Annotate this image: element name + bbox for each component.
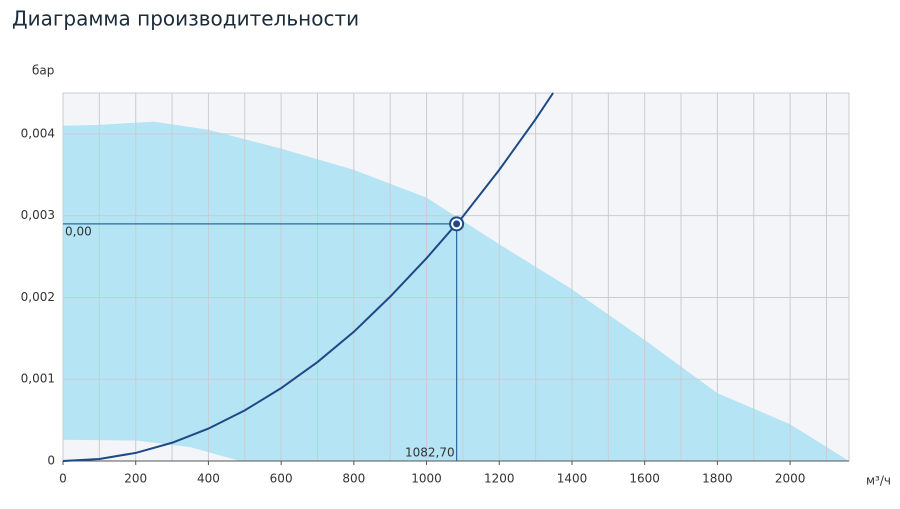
y-tick-label: 0 xyxy=(47,454,55,468)
x-tick-label: 400 xyxy=(197,472,220,486)
x-tick-label: 2000 xyxy=(775,472,806,486)
y-tick-label: 0,001 xyxy=(21,372,55,386)
x-axis-label: м³/ч xyxy=(866,474,891,488)
x-tick-label: 600 xyxy=(270,472,293,486)
x-tick-label: 1400 xyxy=(557,472,588,486)
y-axis-label: бар xyxy=(32,64,54,78)
x-tick-label: 1800 xyxy=(702,472,733,486)
point-x-label: 1082,70 xyxy=(405,446,455,460)
x-tick-label: 1600 xyxy=(629,472,660,486)
operating-point xyxy=(453,220,461,228)
envelope-area xyxy=(63,121,849,461)
y-tick-label: 0,003 xyxy=(21,208,55,222)
chart-title: Диаграмма производительности xyxy=(12,7,359,31)
system-curve xyxy=(62,92,554,462)
point-y-label: 0,00 xyxy=(65,224,92,238)
y-tick-label: 0,002 xyxy=(21,290,55,304)
x-tick-label: 200 xyxy=(124,472,147,486)
x-tick-label: 800 xyxy=(342,472,365,486)
x-tick-label: 1000 xyxy=(411,472,442,486)
x-tick-label: 1200 xyxy=(484,472,515,486)
x-tick-label: 0 xyxy=(59,472,67,486)
y-tick-label: 0,004 xyxy=(21,126,55,140)
